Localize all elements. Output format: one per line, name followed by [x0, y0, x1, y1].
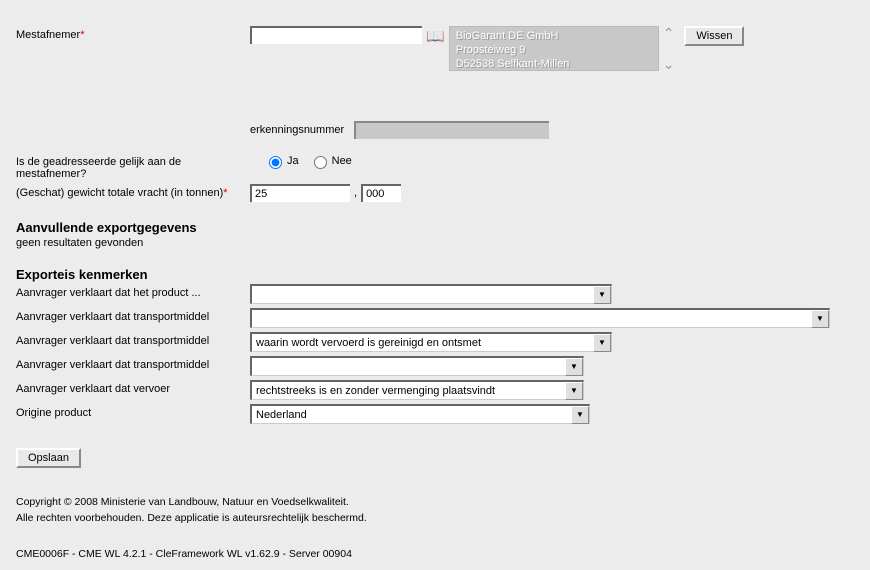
wissen-button[interactable]: Wissen [684, 26, 744, 46]
mestafnemer-input[interactable] [250, 26, 422, 44]
addressee-ja-radio[interactable] [269, 156, 282, 169]
field1-label: Aanvrager verklaart dat het product ... [16, 284, 250, 299]
aanvullende-heading: Aanvullende exportgegevens [16, 220, 854, 235]
weight-separator: , [354, 184, 357, 199]
opslaan-button[interactable]: Opslaan [16, 448, 81, 468]
chevron-down-icon: ▼ [565, 358, 583, 376]
chevron-down-icon: ▼ [571, 406, 589, 424]
field3-select[interactable]: waarin wordt vervoerd is gereinigd en on… [250, 332, 612, 352]
field5-label: Aanvrager verklaart dat vervoer [16, 380, 250, 395]
address-scroll[interactable]: ⌃ ⌄ [663, 26, 675, 71]
addressee-label: Is de geadresseerde gelijk aan de mestaf… [16, 153, 250, 180]
field5-select[interactable]: rechtstreeks is en zonder vermenging pla… [250, 380, 584, 400]
addressee-ja-label: Ja [287, 155, 299, 167]
field6-select[interactable]: Nederland▼ [250, 404, 590, 424]
field3-label: Aanvrager verklaart dat transportmiddel [16, 332, 250, 347]
footer-rights: Alle rechten voorbehouden. Deze applicat… [16, 510, 854, 526]
chevron-down-icon: ▼ [593, 286, 611, 304]
field2-select[interactable]: ▼ [250, 308, 830, 328]
field4-label: Aanvrager verklaart dat transportmiddel [16, 356, 250, 371]
chevron-down-icon[interactable]: ⌄ [663, 57, 675, 71]
field4-select[interactable]: ▼ [250, 356, 584, 376]
exporteis-heading: Exporteis kenmerken [16, 267, 854, 282]
field6-label: Origine product [16, 404, 250, 419]
weight-label: (Geschat) gewicht totale vracht (in tonn… [16, 184, 250, 199]
chevron-up-icon[interactable]: ⌃ [663, 26, 675, 40]
addressee-nee-label: Nee [332, 155, 352, 167]
field2-label: Aanvrager verklaart dat transportmiddel [16, 308, 250, 323]
weight-dec-input[interactable] [361, 184, 401, 202]
chevron-down-icon: ▼ [593, 334, 611, 352]
erkenningsnummer-input [354, 121, 549, 139]
chevron-down-icon: ▼ [565, 382, 583, 400]
erkenningsnummer-label: erkenningsnummer [250, 121, 344, 136]
chevron-down-icon: ▼ [811, 310, 829, 328]
addressee-nee-radio[interactable] [314, 156, 327, 169]
mestafnemer-address-box: BioGarant DE GmbH Propsteiweg 9 D52538 S… [449, 26, 659, 71]
mestafnemer-label: Mestafnemer* [16, 26, 250, 41]
addressbook-icon[interactable]: 📖 [426, 26, 445, 45]
field1-select[interactable]: ▼ [250, 284, 612, 304]
footer-copyright: Copyright © 2008 Ministerie van Landbouw… [16, 494, 854, 510]
weight-int-input[interactable] [250, 184, 350, 202]
aanvullende-sub: geen resultaten gevonden [16, 237, 854, 249]
version-line: CME0006F - CME WL 4.2.1 - CleFramework W… [16, 548, 854, 560]
